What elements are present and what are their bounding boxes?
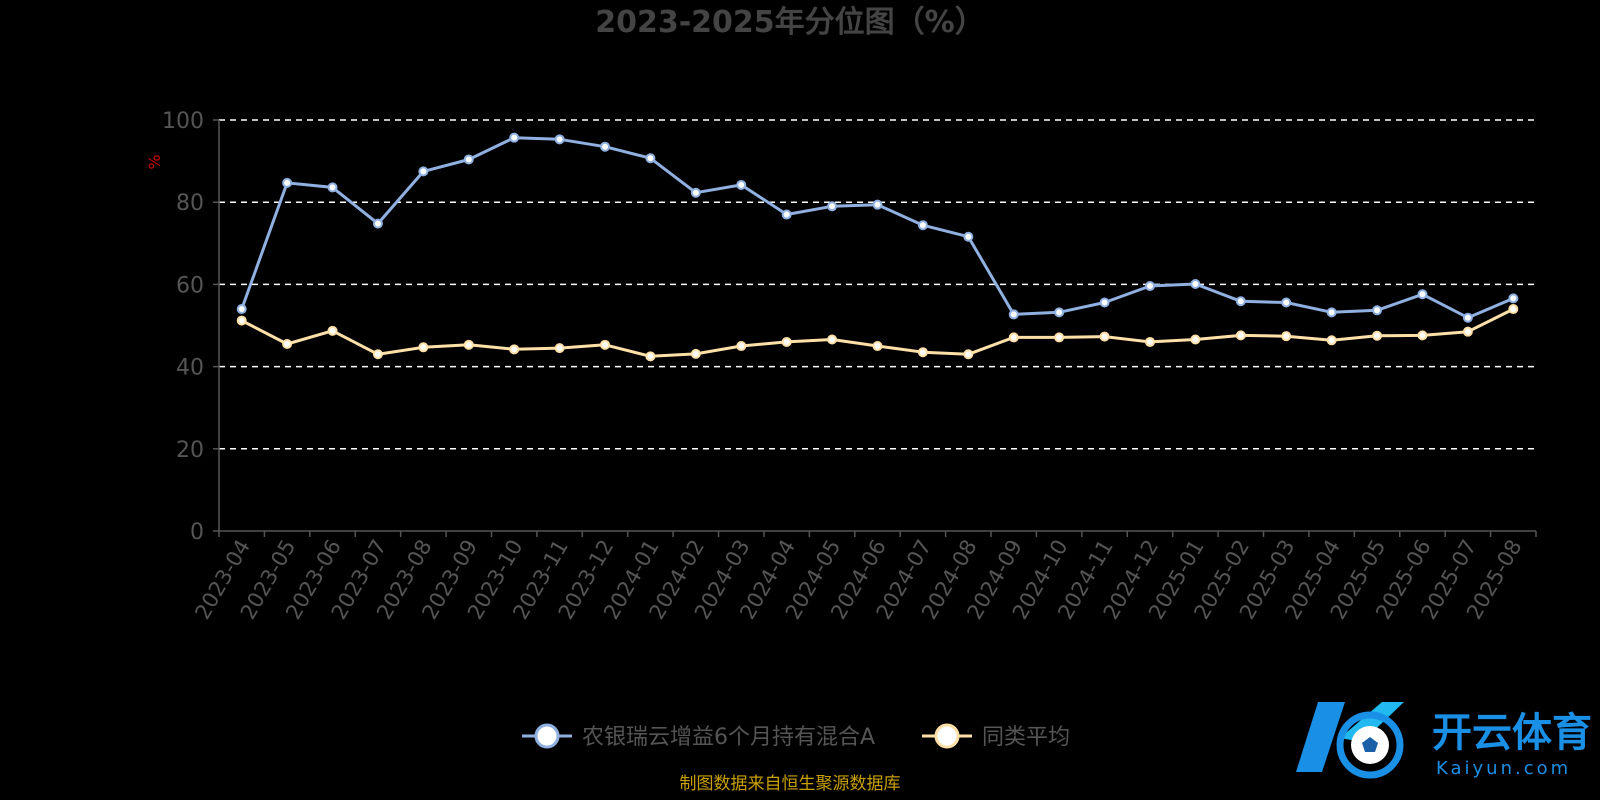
data-point[interactable] bbox=[1417, 289, 1428, 300]
data-point[interactable] bbox=[1281, 297, 1292, 308]
data-point[interactable] bbox=[645, 351, 656, 362]
data-point[interactable] bbox=[1372, 330, 1383, 341]
logo-ring bbox=[1336, 711, 1404, 779]
kaiyun-logo: 开云体育 Kaiyun.com bbox=[1296, 702, 1592, 779]
chart-title: 2023-2025年分位图（%） bbox=[595, 5, 985, 40]
data-point[interactable] bbox=[554, 343, 565, 354]
data-point[interactable] bbox=[1462, 326, 1473, 337]
data-point[interactable] bbox=[690, 187, 701, 198]
data-point[interactable] bbox=[1008, 332, 1019, 343]
data-point[interactable] bbox=[1372, 305, 1383, 316]
data-point[interactable] bbox=[963, 349, 974, 360]
data-point[interactable] bbox=[872, 341, 883, 352]
series-lines bbox=[236, 132, 1519, 362]
data-point[interactable] bbox=[282, 338, 293, 349]
data-point[interactable] bbox=[1190, 278, 1201, 289]
data-point[interactable] bbox=[1054, 332, 1065, 343]
legend-label[interactable]: 同类平均 bbox=[982, 725, 1070, 750]
data-point[interactable] bbox=[827, 334, 838, 345]
x-tick-labels: 2023-042023-052023-062023-072023-082023-… bbox=[190, 531, 1537, 623]
data-point[interactable] bbox=[736, 179, 747, 190]
legend-label[interactable]: 农银瑞云增益6个月持有混合A bbox=[582, 725, 875, 750]
data-point[interactable] bbox=[327, 325, 338, 336]
data-point[interactable] bbox=[327, 182, 338, 193]
y-tick-label: 40 bbox=[176, 356, 204, 381]
data-point[interactable] bbox=[690, 348, 701, 359]
data-point[interactable] bbox=[1099, 297, 1110, 308]
data-point[interactable] bbox=[600, 339, 611, 350]
watermark-brand: 开云体育 bbox=[1432, 710, 1592, 756]
data-point[interactable] bbox=[917, 220, 928, 231]
data-point[interactable] bbox=[463, 339, 474, 350]
data-point[interactable] bbox=[236, 304, 247, 315]
logo-k-stem bbox=[1296, 702, 1345, 772]
data-point[interactable] bbox=[1190, 334, 1201, 345]
data-point[interactable] bbox=[1008, 309, 1019, 320]
data-point[interactable] bbox=[827, 201, 838, 212]
data-point[interactable] bbox=[872, 199, 883, 210]
legend: 农银瑞云增益6个月持有混合A 同类平均 bbox=[522, 723, 1070, 750]
source-note: 制图数据来自恒生聚源数据库 bbox=[680, 774, 901, 794]
data-point[interactable] bbox=[1326, 335, 1337, 346]
data-point[interactable] bbox=[600, 141, 611, 152]
grid-lines bbox=[219, 119, 1536, 450]
data-point[interactable] bbox=[509, 132, 520, 143]
legend-marker[interactable] bbox=[934, 723, 960, 749]
data-point[interactable] bbox=[1508, 293, 1519, 304]
data-point[interactable] bbox=[1144, 336, 1155, 347]
y-tick-label: 60 bbox=[176, 273, 204, 298]
data-point[interactable] bbox=[418, 342, 429, 353]
y-tick-labels: 0 20 40 60 80 100 bbox=[162, 109, 219, 545]
data-point[interactable] bbox=[418, 166, 429, 177]
data-point[interactable] bbox=[736, 341, 747, 352]
data-point[interactable] bbox=[554, 134, 565, 145]
y-tick-label: 80 bbox=[176, 191, 204, 216]
logo-mark bbox=[1296, 702, 1404, 779]
data-point[interactable] bbox=[645, 153, 656, 164]
data-point[interactable] bbox=[917, 347, 928, 358]
data-point[interactable] bbox=[781, 336, 792, 347]
data-point[interactable] bbox=[1054, 307, 1065, 318]
data-point[interactable] bbox=[282, 177, 293, 188]
legend-marker[interactable] bbox=[534, 723, 560, 749]
data-point[interactable] bbox=[463, 154, 474, 165]
series-line-0 bbox=[240, 136, 1514, 320]
data-point[interactable] bbox=[1144, 281, 1155, 292]
data-point[interactable] bbox=[963, 231, 974, 242]
data-point[interactable] bbox=[509, 344, 520, 355]
data-point[interactable] bbox=[1099, 331, 1110, 342]
data-point[interactable] bbox=[1462, 312, 1473, 323]
data-point[interactable] bbox=[1235, 330, 1246, 341]
watermark-url: Kaiyun.com bbox=[1436, 758, 1571, 779]
data-point[interactable] bbox=[781, 209, 792, 220]
y-tick-label: 100 bbox=[162, 109, 204, 134]
data-point[interactable] bbox=[236, 315, 247, 326]
data-point[interactable] bbox=[1326, 307, 1337, 318]
data-point[interactable] bbox=[372, 218, 383, 229]
axes bbox=[218, 120, 1536, 532]
data-point[interactable] bbox=[372, 349, 383, 360]
y-axis-label: % bbox=[145, 154, 164, 169]
y-tick-label: 20 bbox=[176, 438, 204, 463]
data-point[interactable] bbox=[1508, 304, 1519, 315]
data-point[interactable] bbox=[1235, 296, 1246, 307]
logo-k-arm bbox=[1340, 702, 1404, 742]
y-tick-label: 0 bbox=[190, 520, 204, 545]
data-point[interactable] bbox=[1417, 330, 1428, 341]
logo-ball-patch bbox=[1362, 737, 1378, 752]
data-point[interactable] bbox=[1281, 331, 1292, 342]
